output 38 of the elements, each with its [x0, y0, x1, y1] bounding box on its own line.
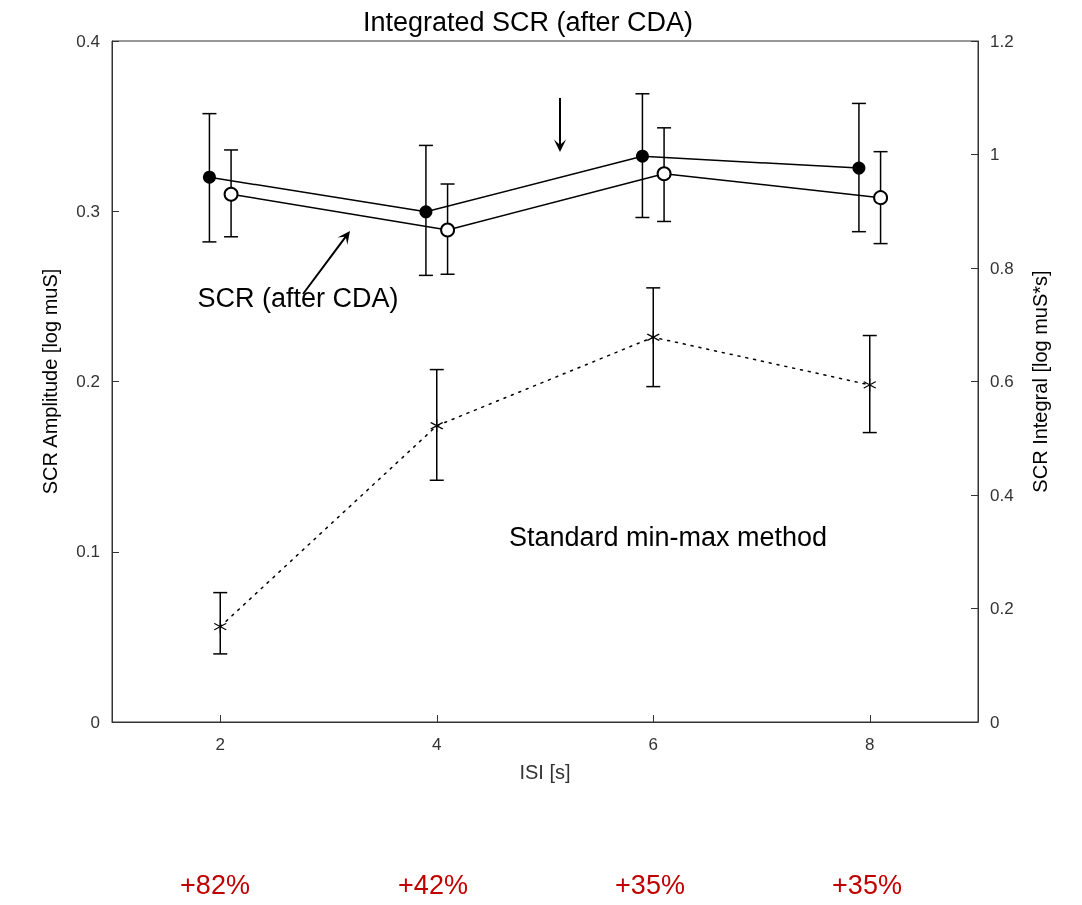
text: Integrated SCR (after CDA)	[362, 7, 694, 37]
text: +35%	[832, 870, 902, 900]
point	[635, 149, 649, 163]
y-tick-label: 0.1	[76, 542, 100, 562]
y2-tick-label: 1.2	[990, 31, 1014, 51]
x-tick-label: 6	[648, 735, 658, 754]
x-axis-title: ISI [s]	[519, 761, 571, 783]
text: +42%	[398, 870, 468, 900]
point	[656, 166, 672, 182]
y2-tick-label: 1	[990, 145, 1000, 164]
y2-tick-label: 0.8	[990, 258, 1014, 278]
annotation: SCR (after CDA)	[197, 283, 399, 313]
point	[430, 419, 444, 433]
x-tick-label: 8	[865, 735, 875, 754]
point	[223, 186, 239, 202]
y-tick-label: 0.3	[76, 201, 100, 221]
y2-axis-title: SCR Integral [log muS*s]	[1029, 270, 1051, 493]
point	[646, 330, 660, 344]
y2-tick-label: 0.6	[990, 372, 1014, 391]
x-tick-label: 4	[432, 735, 442, 754]
point	[852, 161, 866, 175]
annotation: Standard min-max method	[508, 522, 828, 552]
text: +35%	[615, 870, 685, 900]
text: +82%	[180, 870, 250, 900]
y2-tick-label: 0.2	[990, 599, 1014, 618]
y-tick-label: 0	[90, 712, 100, 732]
y-tick-label: 0.4	[76, 31, 100, 51]
point	[202, 170, 216, 184]
point	[419, 205, 433, 219]
point	[863, 378, 877, 392]
x-tick-label: 2	[215, 735, 225, 754]
point	[440, 222, 456, 238]
y2-tick-label: 0.4	[990, 485, 1014, 505]
point	[213, 620, 227, 634]
y-axis-title: SCR Amplitude [log muS]	[39, 268, 61, 495]
y2-tick-label: 0	[990, 712, 1000, 732]
y-tick-label: 0.2	[76, 372, 100, 391]
point	[873, 190, 889, 206]
